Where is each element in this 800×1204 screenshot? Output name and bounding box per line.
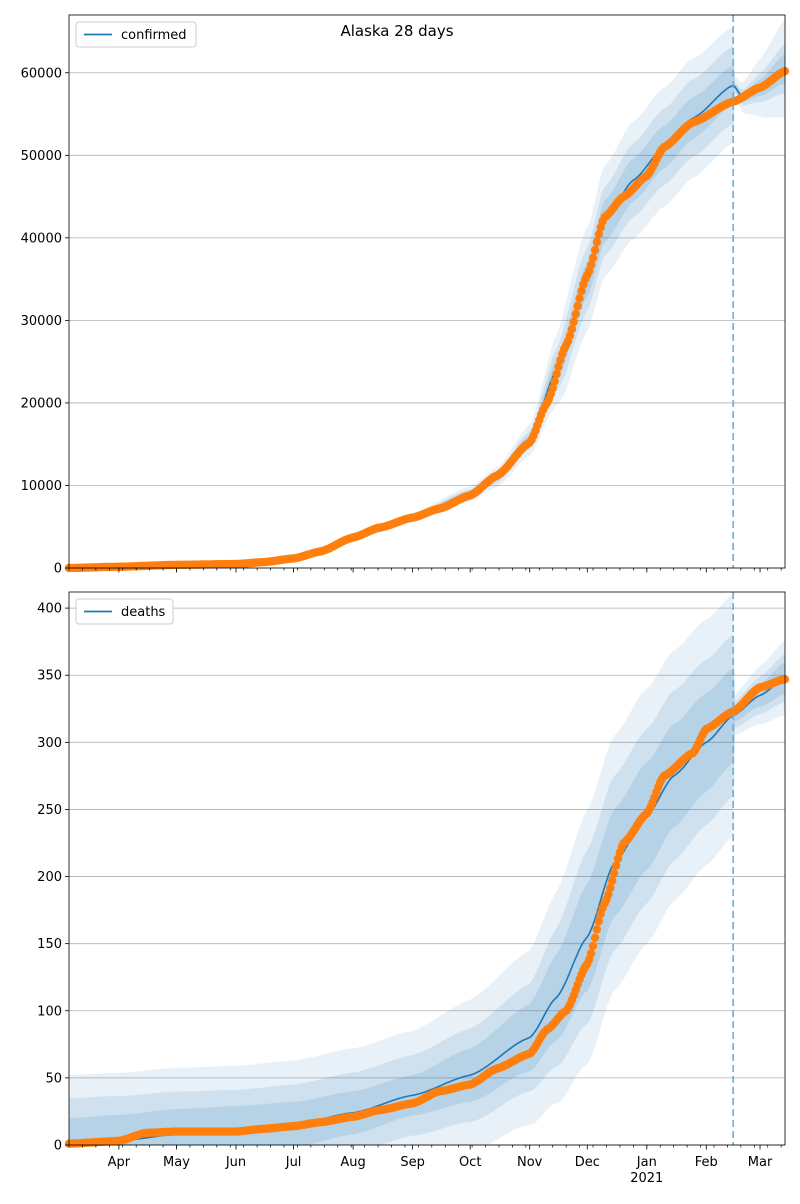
observed-point [588,253,598,263]
observed-point [569,317,578,327]
observed-point [590,245,600,255]
chart-title: Alaska 28 days [340,22,453,40]
observed-point [571,309,580,319]
observed-point [548,383,557,393]
observed-point [594,917,603,926]
x-tick-label: Dec [575,1155,600,1170]
observed-point [613,854,623,863]
observed-point [588,941,598,951]
observed-point [552,369,561,379]
observed-point [550,377,559,386]
x-tick-label: Sep [400,1155,425,1170]
y-tick-label: 30000 [21,314,62,329]
y-tick-label: 100 [37,1004,62,1019]
observed-point [594,230,603,239]
x-tick-label: Nov [517,1155,543,1170]
legend-box [75,598,174,625]
y-tick-label: 0 [54,1139,62,1154]
panel-confirmed: 0 10000 20000 30000 40000 50000 60000 confirmed [21,14,790,577]
legend-label: deaths [121,605,166,620]
y-tick-label: 250 [37,803,62,818]
panel-deaths: 0 50 100 150 200 250 300 350 400 Apr May Jun Jul Aug S… [37,591,790,1186]
x-tick-label: Jun [225,1155,246,1170]
legend-box [75,21,197,48]
observed-point [573,301,582,311]
y-tick-label: 400 [37,602,62,617]
observed-point [586,949,596,958]
confidence-band-3 [69,594,785,1145]
x-year-label: 2021 [630,1171,663,1186]
observed-point [608,876,617,885]
observed-point [565,331,575,340]
x-tick-label: Aug [340,1155,365,1170]
observed-point [592,237,602,247]
y-tick-label: 200 [37,870,62,885]
y-tick-label: 0 [54,562,62,577]
y-tick-label: 20000 [21,396,62,411]
y-tick-label: 150 [37,937,62,952]
y-tick-label: 10000 [21,479,62,494]
y-tick-label: 350 [37,669,62,684]
observed-point [586,260,596,270]
observed-point [611,861,621,870]
x-tick-label: Feb [695,1155,718,1170]
x-tick-label: Jul [285,1155,302,1170]
legend: deaths [75,598,174,625]
observed-point [606,883,615,892]
y-tick-label: 300 [37,736,62,751]
confidence-band-3 [69,18,785,568]
plot-frame [68,14,786,569]
x-tick-label: Oct [459,1155,481,1170]
confidence-band-1 [69,661,785,1145]
observed-point [554,362,563,372]
x-tick-label: Jan [636,1155,657,1170]
y-tick-label: 60000 [21,66,62,81]
x-tick-label: Apr [108,1155,131,1170]
y-tick-label: 50 [45,1071,62,1086]
y-tick-label: 40000 [21,231,62,246]
confidence-band-2 [69,43,785,568]
plot-frame [68,591,786,1146]
x-tick-label: May [163,1155,190,1170]
confidence-band-2 [69,635,785,1145]
observed-point [577,286,586,296]
observed-point [592,925,602,934]
observed-point [604,890,613,899]
y-tick-label: 50000 [21,149,62,164]
observed-point [567,325,577,334]
confidence-band-1 [69,53,785,568]
observed-point [575,294,584,303]
observed-point [610,869,619,878]
observed-point [590,933,600,942]
legend: confirmed [75,21,197,48]
legend-label: confirmed [121,28,187,43]
x-tick-label: Mar [748,1155,773,1170]
